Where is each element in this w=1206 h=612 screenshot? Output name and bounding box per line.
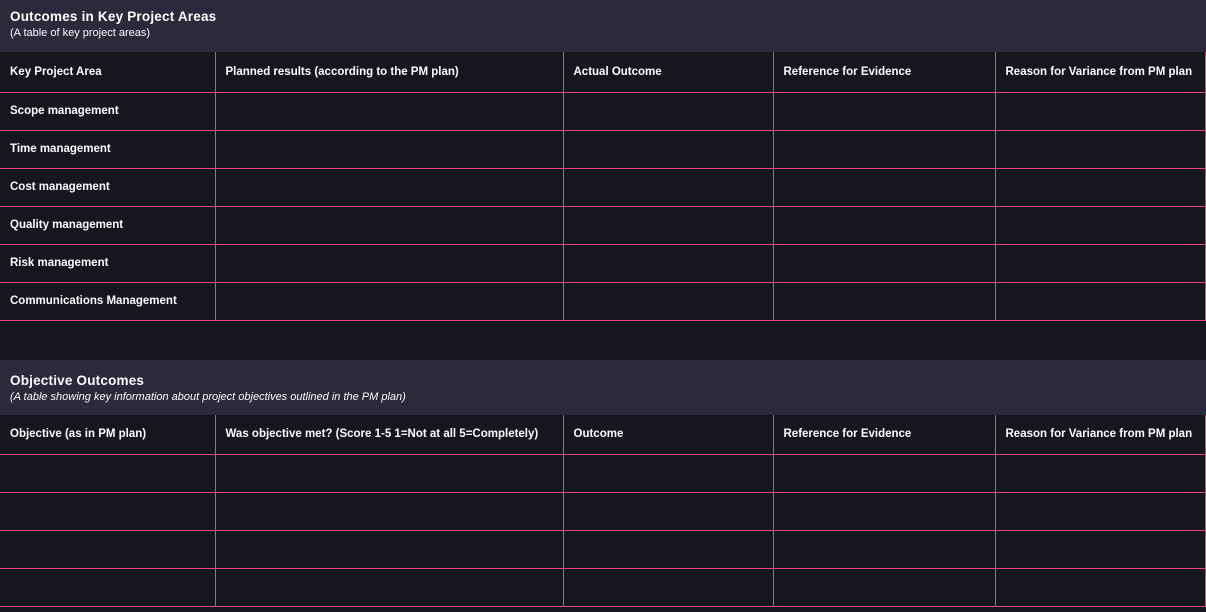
column-header-key-project-area: Key Project Area [0,52,216,93]
empty-data-cell[interactable] [563,168,774,207]
empty-data-cell[interactable] [563,282,774,321]
column-header-reference-for-evidence: Reference for Evidence [773,414,996,455]
empty-data-cell[interactable] [773,206,996,245]
empty-data-cell[interactable] [773,244,996,283]
empty-data-cell[interactable] [563,206,774,245]
empty-data-cell[interactable] [215,492,564,531]
empty-data-cell[interactable] [995,568,1206,607]
table-row: Time management [0,130,1206,169]
empty-data-cell[interactable] [773,282,996,321]
column-header-planned-results: Planned results (according to the PM pla… [215,52,564,93]
empty-data-cell[interactable] [995,244,1206,283]
table-row [0,530,1206,569]
section-objective-outcomes: Objective Outcomes (A table showing key … [0,359,1206,607]
empty-data-cell[interactable] [563,244,774,283]
table-subtitle: (A table showing key information about p… [10,390,406,403]
empty-data-cell[interactable] [0,492,216,531]
column-header-actual-outcome: Actual Outcome [563,52,774,93]
column-header-reference-for-evidence: Reference for Evidence [773,52,996,93]
empty-data-cell[interactable] [563,492,774,531]
row-label-cell: Cost management [0,168,216,207]
empty-data-cell[interactable] [995,92,1206,131]
empty-data-cell[interactable] [0,568,216,607]
empty-data-cell[interactable] [995,130,1206,169]
empty-data-cell[interactable] [563,568,774,607]
empty-data-cell[interactable] [215,92,564,131]
table-row [0,568,1206,607]
empty-data-cell[interactable] [0,454,216,493]
table-title: Outcomes in Key Project Areas [10,9,217,24]
table-row [0,492,1206,531]
empty-data-cell[interactable] [995,206,1206,245]
empty-data-cell[interactable] [215,530,564,569]
table-body: Scope management Time management Cost mana… [0,92,1206,321]
empty-data-cell[interactable] [563,530,774,569]
row-label-cell: Time management [0,130,216,169]
empty-data-cell[interactable] [773,454,996,493]
row-label-cell: Communications Management [0,282,216,321]
objective-outcomes-title-band: Objective Outcomes (A table showing key … [0,359,1206,415]
table-row: Risk management [0,244,1206,283]
empty-data-cell[interactable] [563,454,774,493]
empty-data-cell[interactable] [995,492,1206,531]
column-header-reason-for-variance: Reason for Variance from PM plan [995,414,1206,455]
empty-data-cell[interactable] [563,92,774,131]
column-header-reason-for-variance: Reason for Variance from PM plan [995,52,1206,93]
empty-data-cell[interactable] [773,168,996,207]
table-row: Communications Management [0,282,1206,321]
row-label-cell: Quality management [0,206,216,245]
table-title: Objective Outcomes [10,372,145,388]
empty-data-cell[interactable] [773,530,996,569]
empty-data-cell[interactable] [995,282,1206,321]
table-subtitle: (A table of key project areas) [10,27,151,39]
empty-data-cell[interactable] [773,92,996,131]
empty-data-cell[interactable] [215,282,564,321]
row-label-cell: Risk management [0,244,216,283]
empty-data-cell[interactable] [773,492,996,531]
key-project-areas-title-band: Outcomes in Key Project Areas (A table o… [0,0,1206,52]
empty-data-cell[interactable] [215,568,564,607]
empty-data-cell[interactable] [563,130,774,169]
empty-data-cell[interactable] [0,530,216,569]
empty-data-cell[interactable] [215,244,564,283]
row-label-cell: Scope management [0,92,216,131]
table-row: Cost management [0,168,1206,207]
table-row: Quality management [0,206,1206,245]
empty-data-cell[interactable] [995,168,1206,207]
objective-outcomes-table: Objective (as in PM plan) Was objective … [0,414,1206,607]
column-header-objective: Objective (as in PM plan) [0,414,216,455]
column-header-outcome: Outcome [563,414,774,455]
table-row [0,454,1206,493]
empty-data-cell[interactable] [773,568,996,607]
empty-data-cell[interactable] [773,130,996,169]
header-row: Objective (as in PM plan) Was objective … [0,414,1206,455]
empty-data-cell[interactable] [215,130,564,169]
table-body [0,454,1206,607]
empty-data-cell[interactable] [995,454,1206,493]
empty-data-cell[interactable] [215,168,564,207]
section-key-project-areas: Outcomes in Key Project Areas (A table o… [0,0,1206,321]
table-row: Scope management [0,92,1206,131]
empty-data-cell[interactable] [215,454,564,493]
key-project-areas-table: Key Project Area Planned results (accord… [0,52,1206,321]
column-header-was-objective-met: Was objective met? (Score 1-5 1=Not at a… [215,414,564,455]
empty-data-cell[interactable] [215,206,564,245]
section-gap [0,320,1206,360]
empty-data-cell[interactable] [995,530,1206,569]
header-row: Key Project Area Planned results (accord… [0,52,1206,93]
